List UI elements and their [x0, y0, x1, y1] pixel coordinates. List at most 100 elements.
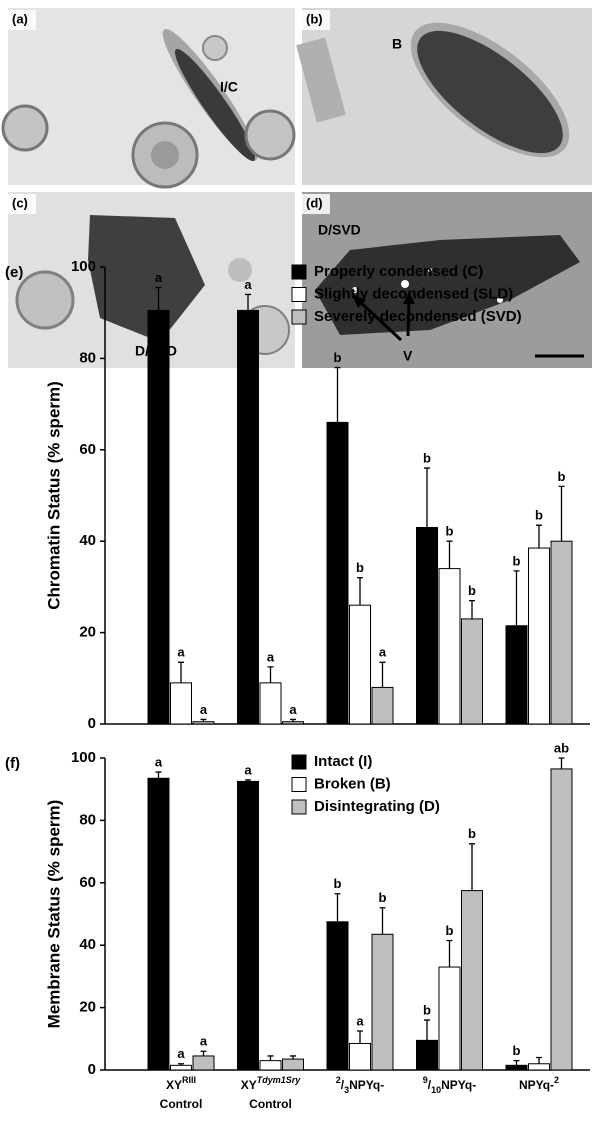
bar	[326, 421, 349, 725]
significance-label: b	[423, 451, 431, 466]
y-tick-label: 20	[79, 624, 96, 641]
legend-swatch	[291, 799, 307, 815]
x-tick-label-part: XY	[166, 1078, 182, 1092]
bar	[147, 777, 170, 1071]
significance-label: b	[379, 890, 387, 905]
bar	[170, 682, 192, 725]
error-bar	[245, 779, 251, 782]
significance-label: a	[200, 702, 208, 717]
bar	[237, 309, 259, 725]
micrograph-b	[296, 8, 592, 185]
significance-label: a	[289, 702, 297, 717]
error-bar	[536, 1056, 542, 1064]
legend-label: Slightly decondensed (SLD)	[314, 285, 513, 302]
panel-label: (c)	[12, 195, 28, 210]
bar	[371, 933, 394, 1071]
significance-label: b	[446, 524, 454, 539]
micrograph-label: D/SVD	[318, 222, 361, 238]
significance-label: a	[356, 1013, 364, 1028]
x-tick-label-part: 2	[554, 1075, 559, 1085]
error-bar	[513, 1059, 520, 1066]
legend-label: Disintegrating (D)	[314, 798, 440, 815]
error-bar	[536, 524, 542, 549]
significance-label: b	[423, 1003, 431, 1018]
error-bar	[379, 661, 386, 688]
bar	[326, 921, 349, 1071]
bar	[416, 1039, 438, 1071]
bar	[528, 1063, 550, 1071]
micrograph-label: V	[403, 348, 413, 364]
error-bar	[155, 771, 162, 779]
error-bar	[379, 907, 386, 935]
significance-label: ab	[554, 740, 569, 755]
error-bar	[200, 1050, 207, 1056]
legend-swatch	[291, 287, 307, 302]
error-bar	[469, 599, 475, 619]
y-axis-label: Chromatin Status (% sperm)	[44, 381, 63, 610]
bar	[528, 547, 550, 725]
bar	[505, 625, 528, 725]
y-tick-label: 60	[79, 441, 96, 458]
x-tick-label-part: Tdym1Sry	[257, 1075, 302, 1085]
x-tick-label-part: /	[341, 1078, 345, 1092]
significance-label: a	[244, 277, 252, 292]
bar	[192, 721, 215, 725]
x-tick-label-part: 9	[423, 1075, 428, 1085]
bar	[438, 568, 461, 725]
panel-label: (b)	[306, 11, 323, 26]
significance-label: b	[513, 1043, 521, 1058]
bar	[416, 526, 438, 725]
legend-label: Severely decondensed (SVD)	[314, 308, 522, 325]
error-bar	[267, 666, 274, 683]
y-axis-label: Membrane Status (% sperm)	[44, 800, 63, 1029]
error-bar	[424, 1019, 430, 1041]
significance-label: b	[535, 508, 543, 523]
error-bar	[267, 1055, 274, 1061]
x-tick-label: Control	[160, 1097, 203, 1111]
x-tick-label-part: 3	[344, 1085, 349, 1095]
error-bar	[334, 366, 341, 423]
significance-label: a	[177, 645, 185, 660]
panel-label: (f)	[5, 755, 20, 772]
panel-label: (e)	[5, 264, 23, 281]
legend-label: Properly condensed (C)	[314, 263, 483, 280]
x-tick-label: 2/3NPYq-	[336, 1075, 384, 1095]
error-bar	[178, 661, 184, 683]
y-tick-label: 100	[71, 258, 96, 275]
error-bar	[446, 939, 453, 968]
error-bar	[290, 718, 296, 722]
bar	[461, 618, 483, 725]
error-bar	[245, 293, 251, 311]
panel-label-bg	[302, 194, 330, 214]
panel-label-bg	[8, 194, 36, 214]
x-tick-label-part: XY	[241, 1078, 257, 1092]
y-tick-label: 80	[79, 349, 96, 366]
panel-label: (a)	[12, 11, 28, 26]
bar	[192, 1055, 215, 1071]
panel-label-bg	[302, 10, 330, 30]
significance-label: b	[513, 553, 521, 568]
bar	[170, 1064, 192, 1071]
bar	[349, 604, 371, 725]
x-tick-label: NPYq-2	[519, 1075, 559, 1092]
significance-label: b	[334, 876, 342, 891]
significance-label: b	[334, 350, 342, 365]
legend-label: Broken (B)	[314, 775, 391, 792]
error-bar	[424, 467, 430, 528]
legend-swatch	[291, 777, 307, 792]
error-bar	[513, 570, 520, 626]
significance-label: a	[267, 649, 275, 664]
x-tick-label-part: RIII	[182, 1075, 196, 1085]
bar	[550, 768, 573, 1071]
error-bar	[357, 577, 363, 606]
significance-label: b	[446, 923, 454, 938]
y-tick-label: 40	[79, 532, 96, 549]
error-bar	[290, 1055, 296, 1060]
bar	[259, 1060, 282, 1071]
x-tick-label-part: NPYq-	[349, 1078, 384, 1092]
significance-label: a	[244, 762, 252, 777]
significance-label: a	[177, 1046, 185, 1061]
x-tick-label-part: /	[428, 1078, 432, 1092]
x-tick-label-part: Control	[160, 1097, 203, 1111]
